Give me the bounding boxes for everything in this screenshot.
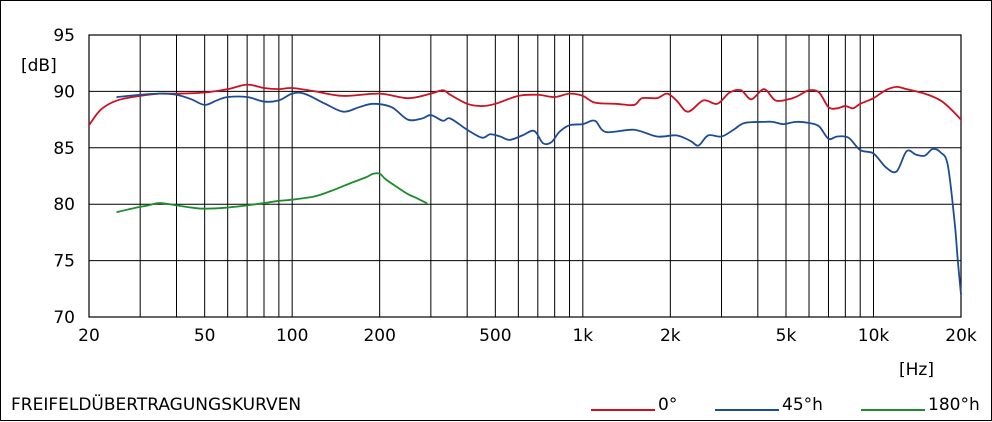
- series-line-0: [88, 83, 962, 127]
- legend-label: 0°: [658, 395, 678, 415]
- x-tick-label: 20k: [945, 326, 977, 346]
- y-tick-label: 75: [53, 252, 75, 272]
- x-axis-label: [Hz]: [899, 360, 934, 380]
- x-tick-label: 500: [479, 326, 511, 346]
- y-tick-label: 70: [53, 308, 75, 328]
- axis-layer: 20 50 100 200 500 1k 2k 5k 10k 20k 70 75 80 85 90 95: [53, 26, 977, 346]
- legend-swatch: [715, 408, 779, 411]
- y-tick-label: 80: [53, 195, 75, 215]
- x-tick-label: 20: [78, 326, 100, 346]
- x-tick-label: 50: [194, 326, 216, 346]
- grid-layer: [88, 34, 962, 318]
- y-axis-label: [dB]: [21, 56, 57, 76]
- y-tick-label: 85: [53, 139, 75, 159]
- x-tick-label: 2k: [660, 326, 681, 346]
- plot-area: [88, 34, 962, 318]
- y-tick-label: 95: [53, 26, 75, 46]
- legend-item-180h: 180°h: [861, 395, 980, 415]
- x-tick-label: 100: [276, 326, 308, 346]
- series-line-45h: [116, 91, 962, 296]
- chart-title: FREIFELDÜBERTRAGUNGSKURVEN: [11, 395, 302, 415]
- series-line-180h: [116, 172, 428, 213]
- legend-item-0: 0°: [591, 395, 677, 415]
- legend-label: 180°h: [928, 395, 980, 415]
- legend-swatch: [861, 408, 925, 411]
- x-tick-label: 1k: [572, 326, 593, 346]
- legend-item-45h: 45°h: [715, 395, 823, 415]
- y-tick-label: 90: [53, 82, 75, 102]
- legend-swatch: [591, 408, 655, 411]
- series-layer: [88, 83, 962, 296]
- x-tick-label: 5k: [776, 326, 797, 346]
- x-tick-label: 10k: [858, 326, 890, 346]
- x-tick-label: 200: [363, 326, 395, 346]
- legend-label: 45°h: [782, 395, 823, 415]
